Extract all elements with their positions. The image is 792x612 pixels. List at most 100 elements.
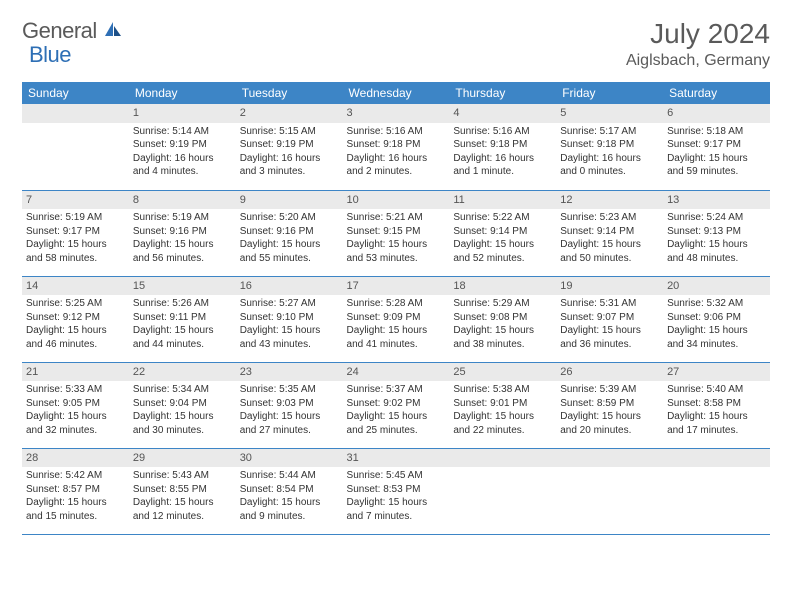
day-number: 3 (343, 104, 450, 123)
detail-line: and 15 minutes. (26, 510, 125, 524)
day-detail: Sunrise: 5:28 AMSunset: 9:09 PMDaylight:… (347, 297, 446, 351)
detail-line: and 50 minutes. (560, 252, 659, 266)
weekday-tuesday: Tuesday (236, 82, 343, 104)
detail-line: Sunset: 9:10 PM (240, 311, 339, 325)
detail-line: Sunset: 9:14 PM (560, 225, 659, 239)
calendar-cell: 4Sunrise: 5:16 AMSunset: 9:18 PMDaylight… (449, 104, 556, 190)
day-detail: Sunrise: 5:44 AMSunset: 8:54 PMDaylight:… (240, 469, 339, 523)
calendar-cell (449, 448, 556, 534)
calendar-cell: 27Sunrise: 5:40 AMSunset: 8:58 PMDayligh… (663, 362, 770, 448)
detail-line: and 2 minutes. (347, 165, 446, 179)
calendar-cell: 17Sunrise: 5:28 AMSunset: 9:09 PMDayligh… (343, 276, 450, 362)
detail-line: Daylight: 15 hours (240, 238, 339, 252)
detail-line: and 32 minutes. (26, 424, 125, 438)
day-detail: Sunrise: 5:39 AMSunset: 8:59 PMDaylight:… (560, 383, 659, 437)
calendar-cell: 24Sunrise: 5:37 AMSunset: 9:02 PMDayligh… (343, 362, 450, 448)
detail-line: Sunset: 9:17 PM (26, 225, 125, 239)
detail-line: and 41 minutes. (347, 338, 446, 352)
calendar-cell: 30Sunrise: 5:44 AMSunset: 8:54 PMDayligh… (236, 448, 343, 534)
detail-line: Sunset: 9:03 PM (240, 397, 339, 411)
detail-line: and 58 minutes. (26, 252, 125, 266)
day-detail: Sunrise: 5:33 AMSunset: 9:05 PMDaylight:… (26, 383, 125, 437)
detail-line: Sunset: 9:17 PM (667, 138, 766, 152)
detail-line: Sunset: 9:15 PM (347, 225, 446, 239)
day-detail: Sunrise: 5:29 AMSunset: 9:08 PMDaylight:… (453, 297, 552, 351)
detail-line: Daylight: 15 hours (453, 410, 552, 424)
detail-line: and 12 minutes. (133, 510, 232, 524)
day-number: 28 (22, 449, 129, 468)
day-number: 12 (556, 191, 663, 210)
day-number (556, 449, 663, 468)
detail-line: Sunset: 9:08 PM (453, 311, 552, 325)
weekday-thursday: Thursday (449, 82, 556, 104)
detail-line: and 53 minutes. (347, 252, 446, 266)
day-detail: Sunrise: 5:32 AMSunset: 9:06 PMDaylight:… (667, 297, 766, 351)
detail-line: Sunrise: 5:42 AM (26, 469, 125, 483)
detail-line: and 44 minutes. (133, 338, 232, 352)
day-detail: Sunrise: 5:16 AMSunset: 9:18 PMDaylight:… (453, 125, 552, 179)
detail-line: Sunset: 8:55 PM (133, 483, 232, 497)
detail-line: Daylight: 15 hours (133, 410, 232, 424)
day-number: 19 (556, 277, 663, 296)
day-number: 31 (343, 449, 450, 468)
detail-line: Sunrise: 5:23 AM (560, 211, 659, 225)
detail-line: Sunrise: 5:26 AM (133, 297, 232, 311)
calendar-cell: 26Sunrise: 5:39 AMSunset: 8:59 PMDayligh… (556, 362, 663, 448)
day-detail: Sunrise: 5:18 AMSunset: 9:17 PMDaylight:… (667, 125, 766, 179)
day-detail: Sunrise: 5:21 AMSunset: 9:15 PMDaylight:… (347, 211, 446, 265)
calendar-cell (663, 448, 770, 534)
detail-line: Daylight: 15 hours (26, 496, 125, 510)
detail-line: and 20 minutes. (560, 424, 659, 438)
detail-line: and 25 minutes. (347, 424, 446, 438)
detail-line: Sunset: 9:05 PM (26, 397, 125, 411)
header: General July 2024 Aiglsbach, Germany (22, 18, 770, 70)
calendar-row: 7Sunrise: 5:19 AMSunset: 9:17 PMDaylight… (22, 190, 770, 276)
day-number: 18 (449, 277, 556, 296)
detail-line: Sunrise: 5:24 AM (667, 211, 766, 225)
detail-line: Daylight: 15 hours (26, 238, 125, 252)
detail-line: Sunrise: 5:37 AM (347, 383, 446, 397)
calendar-table: Sunday Monday Tuesday Wednesday Thursday… (22, 82, 770, 535)
detail-line: Sunset: 8:54 PM (240, 483, 339, 497)
detail-line: Daylight: 15 hours (240, 410, 339, 424)
day-number: 29 (129, 449, 236, 468)
day-number: 7 (22, 191, 129, 210)
day-number: 14 (22, 277, 129, 296)
calendar-cell: 14Sunrise: 5:25 AMSunset: 9:12 PMDayligh… (22, 276, 129, 362)
logo-blue-wrap: Blue (29, 42, 71, 68)
detail-line: Sunset: 9:16 PM (133, 225, 232, 239)
day-number: 13 (663, 191, 770, 210)
detail-line: Sunrise: 5:43 AM (133, 469, 232, 483)
detail-line: Daylight: 15 hours (667, 152, 766, 166)
day-detail: Sunrise: 5:19 AMSunset: 9:16 PMDaylight:… (133, 211, 232, 265)
calendar-cell: 3Sunrise: 5:16 AMSunset: 9:18 PMDaylight… (343, 104, 450, 190)
detail-line: Sunrise: 5:22 AM (453, 211, 552, 225)
detail-line: Daylight: 15 hours (560, 410, 659, 424)
calendar-cell: 10Sunrise: 5:21 AMSunset: 9:15 PMDayligh… (343, 190, 450, 276)
day-detail: Sunrise: 5:17 AMSunset: 9:18 PMDaylight:… (560, 125, 659, 179)
detail-line: Sunrise: 5:18 AM (667, 125, 766, 139)
detail-line: Sunrise: 5:14 AM (133, 125, 232, 139)
detail-line: Sunset: 9:01 PM (453, 397, 552, 411)
day-number: 6 (663, 104, 770, 123)
detail-line: and 48 minutes. (667, 252, 766, 266)
calendar-cell (22, 104, 129, 190)
detail-line: Sunrise: 5:33 AM (26, 383, 125, 397)
detail-line: Daylight: 15 hours (560, 324, 659, 338)
calendar-cell: 20Sunrise: 5:32 AMSunset: 9:06 PMDayligh… (663, 276, 770, 362)
detail-line: Sunset: 9:18 PM (347, 138, 446, 152)
detail-line: Daylight: 16 hours (240, 152, 339, 166)
day-detail: Sunrise: 5:20 AMSunset: 9:16 PMDaylight:… (240, 211, 339, 265)
detail-line: Daylight: 16 hours (560, 152, 659, 166)
weekday-sunday: Sunday (22, 82, 129, 104)
title-block: July 2024 Aiglsbach, Germany (626, 18, 770, 70)
day-detail: Sunrise: 5:27 AMSunset: 9:10 PMDaylight:… (240, 297, 339, 351)
weekday-header-row: Sunday Monday Tuesday Wednesday Thursday… (22, 82, 770, 104)
calendar-cell: 19Sunrise: 5:31 AMSunset: 9:07 PMDayligh… (556, 276, 663, 362)
detail-line: Sunset: 9:02 PM (347, 397, 446, 411)
logo-text-general: General (22, 18, 97, 44)
detail-line: and 17 minutes. (667, 424, 766, 438)
day-number (22, 104, 129, 123)
day-detail: Sunrise: 5:24 AMSunset: 9:13 PMDaylight:… (667, 211, 766, 265)
detail-line: Sunset: 8:53 PM (347, 483, 446, 497)
